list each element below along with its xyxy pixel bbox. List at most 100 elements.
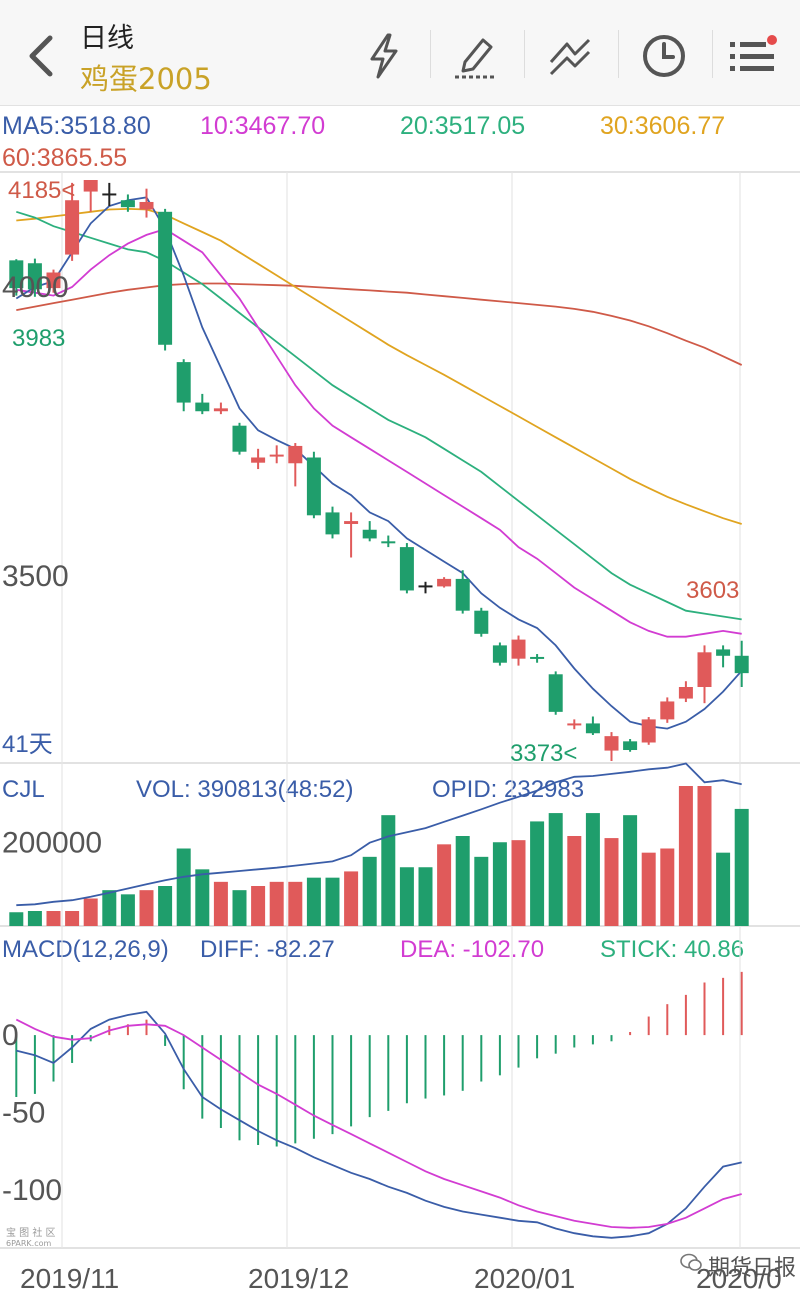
- diff-line: [16, 1010, 742, 1239]
- candle-body: [176, 362, 191, 403]
- macd-y-tick-label: -100: [2, 1174, 62, 1207]
- volume-bar: [623, 815, 638, 926]
- candle-body: [455, 578, 470, 611]
- wechat-icon: [680, 1253, 702, 1279]
- volume-bar: [269, 881, 284, 926]
- candle-body: [585, 723, 600, 734]
- volume-bar: [381, 815, 396, 926]
- clock-icon: [643, 35, 685, 77]
- draw-line-button[interactable]: [540, 26, 600, 86]
- menu-list-icon: [730, 35, 777, 71]
- volume-bar: [102, 890, 117, 926]
- candle-body: [83, 180, 98, 192]
- price-y-tick-label: 3500: [2, 560, 69, 593]
- volume-bar: [604, 838, 619, 926]
- clock-button[interactable]: [634, 26, 694, 86]
- volume-bar: [120, 894, 135, 926]
- dea-value: DEA: -102.70: [400, 936, 545, 963]
- x-axis-tick-label: 2019/11: [20, 1263, 119, 1294]
- candle-body: [604, 736, 619, 751]
- back-button[interactable]: [18, 28, 62, 84]
- candle-body: [213, 408, 228, 412]
- candle-body: [158, 211, 173, 345]
- ma20-line: [16, 210, 742, 621]
- candle-body: [511, 639, 526, 659]
- opid-line: [16, 762, 742, 907]
- ma20-value: 20:3517.05: [400, 112, 526, 140]
- ma10-value: 10:3467.70: [200, 112, 326, 140]
- candle-body: [251, 457, 266, 463]
- ma30-value: 30:3606.77: [600, 112, 726, 140]
- macd-label: MACD(12,26,9): [2, 936, 169, 963]
- volume-bar: [65, 911, 80, 926]
- price-panel: [9, 180, 749, 761]
- toolbar-divider: [618, 30, 619, 78]
- toolbar-divider: [712, 30, 713, 78]
- volume-bar: [734, 808, 749, 926]
- volume-bar: [213, 881, 228, 926]
- volume-bar: [306, 877, 321, 926]
- volume-bar: [46, 911, 61, 926]
- days-count-label: 41天: [2, 731, 53, 758]
- axis-labels: 4000 3500 4185< 3983 3603 3373< 41天 200000 0 -50 -…: [2, 177, 782, 1294]
- x-axis-tick-label: 2020/0: [696, 1263, 782, 1294]
- macd-y-tick-label: 0: [2, 1019, 19, 1052]
- candle-body: [65, 200, 80, 255]
- candle-body: [697, 652, 712, 688]
- toolbar-divider: [430, 30, 431, 78]
- high-price-marker: 4185<: [8, 177, 75, 204]
- recent-high-marker: 3603: [686, 577, 739, 604]
- candle-body: [325, 512, 340, 535]
- lightning-icon: [370, 33, 398, 79]
- volume-bar: [418, 867, 433, 926]
- chevron-left-icon: [29, 35, 53, 77]
- ma5-line: [15, 196, 743, 730]
- stick-value: STICK: 40.86: [600, 936, 745, 963]
- volume-bar: [232, 890, 247, 926]
- low-price-left-marker: 3983: [12, 325, 65, 352]
- page-title: 日线: [80, 23, 134, 54]
- candle-body: [195, 402, 210, 412]
- volume-y-tick-label: 200000: [2, 827, 102, 860]
- volume-bar: [437, 844, 452, 926]
- volume-bar: [660, 848, 675, 926]
- volume-bar: [585, 813, 600, 926]
- grid: [0, 171, 800, 1249]
- ma60-line: [16, 282, 743, 366]
- volume-bar: [641, 852, 656, 926]
- menu-button[interactable]: [722, 26, 782, 86]
- candle-body: [269, 454, 284, 457]
- volume-bar: [158, 886, 173, 926]
- candle-body: [306, 457, 321, 516]
- low-price-bottom-marker: 3373<: [510, 740, 577, 767]
- candle-body: [567, 723, 582, 726]
- macd-y-tick-label: -50: [2, 1096, 45, 1129]
- volume-bar: [344, 871, 359, 926]
- ma60-value: 60:3865.55: [2, 144, 128, 172]
- watermark-left: 宝 图 社 区 6PARK.com: [6, 1224, 56, 1248]
- dea-line: [15, 1018, 742, 1229]
- volume-bar: [697, 786, 712, 926]
- volume-bar: [716, 852, 731, 926]
- app-header: 日线 鸡蛋2005: [0, 0, 800, 106]
- volume-bar: [548, 813, 563, 926]
- candle-body: [492, 645, 507, 663]
- lightning-button[interactable]: [354, 26, 414, 86]
- volume-bar: [567, 836, 582, 926]
- pencil-button[interactable]: [446, 26, 506, 86]
- candle-body: [474, 610, 489, 634]
- candle-body: [344, 521, 359, 524]
- pencil-icon: [455, 38, 497, 79]
- macd-panel: [15, 971, 743, 1239]
- candle-body: [139, 201, 154, 210]
- ma10-line: [16, 228, 742, 638]
- volume-bar: [9, 912, 24, 926]
- candle-body: [362, 529, 377, 539]
- watermark-right-text: 期货日报: [708, 1256, 797, 1281]
- volume-panel: [9, 762, 749, 926]
- notification-dot-icon: [767, 35, 777, 45]
- x-axis-tick-label: 2020/01: [474, 1263, 575, 1294]
- volume-bar: [511, 840, 526, 926]
- candle-body: [641, 719, 656, 743]
